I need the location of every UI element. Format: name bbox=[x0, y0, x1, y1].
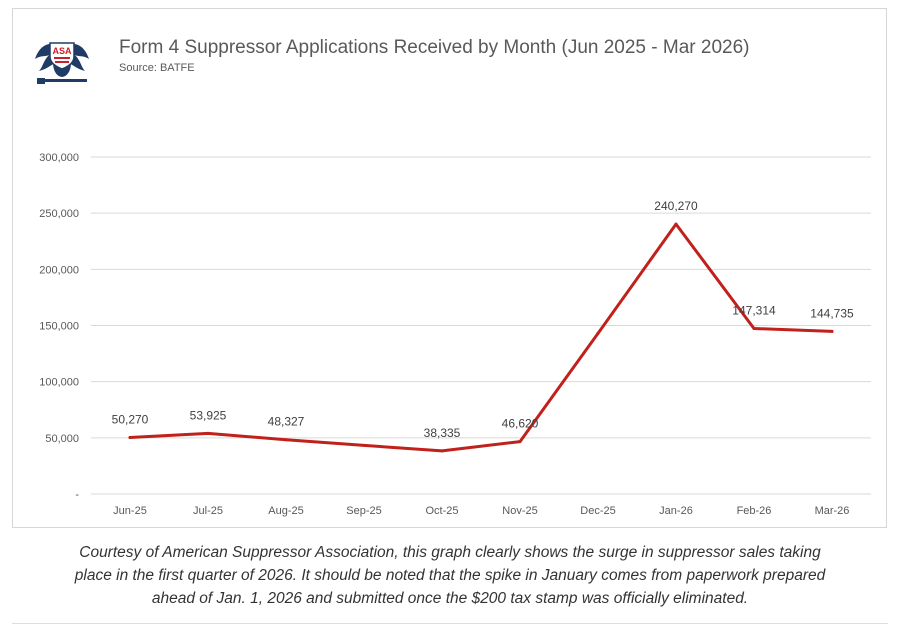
y-tick-label: 100,000 bbox=[39, 377, 79, 389]
data-point bbox=[128, 436, 132, 440]
data-label: 240,270 bbox=[654, 199, 698, 213]
logo-stripe bbox=[54, 57, 70, 59]
chart-title: Form 4 Suppressor Applications Received … bbox=[119, 37, 750, 58]
asa-logo: ASA bbox=[35, 42, 89, 84]
x-tick-label: Sep-25 bbox=[346, 505, 381, 517]
series-line bbox=[128, 222, 834, 453]
x-tick-label: Nov-25 bbox=[502, 505, 537, 517]
data-label: 48,327 bbox=[268, 415, 305, 429]
data-point bbox=[830, 329, 834, 333]
data-point bbox=[518, 440, 522, 444]
data-point bbox=[284, 438, 288, 442]
caption-line: Courtesy of American Suppressor Associat… bbox=[79, 544, 821, 561]
data-label: 144,735 bbox=[810, 306, 854, 320]
y-tick-label: 150,000 bbox=[39, 321, 79, 333]
x-tick-label: Jan-26 bbox=[659, 505, 693, 517]
data-point bbox=[362, 443, 366, 447]
data-point bbox=[440, 449, 444, 453]
y-tick-label: 200,000 bbox=[39, 264, 79, 276]
logo-rifle-stock bbox=[37, 78, 45, 84]
data-label: 147,314 bbox=[732, 304, 776, 318]
caption-line: ahead of Jan. 1, 2026 and submitted once… bbox=[151, 590, 749, 607]
chart-frame: ASA Form 4 Suppressor Applications Recei… bbox=[12, 8, 887, 528]
logo-stripe bbox=[55, 61, 69, 63]
data-label: 50,270 bbox=[112, 413, 149, 427]
x-tick-label: Dec-25 bbox=[580, 505, 615, 517]
y-tick-label: 250,000 bbox=[39, 208, 79, 220]
logo-text: ASA bbox=[52, 46, 72, 56]
chart-subtitle: Source: BATFE bbox=[119, 62, 195, 74]
x-tick-label: Mar-26 bbox=[815, 505, 850, 517]
y-tick-label: 300,000 bbox=[39, 152, 79, 164]
caption-line: place in the first quarter of 2026. It s… bbox=[74, 567, 826, 584]
data-point bbox=[674, 222, 678, 226]
x-tick-label: Feb-26 bbox=[737, 505, 772, 517]
x-tick-label: Oct-25 bbox=[425, 505, 458, 517]
data-label: 46,620 bbox=[502, 417, 539, 431]
data-label: 53,925 bbox=[190, 408, 227, 422]
y-tick-label: - bbox=[75, 489, 79, 501]
data-label: 38,335 bbox=[424, 426, 461, 440]
x-tick-label: Jul-25 bbox=[193, 505, 223, 517]
y-tick-label: 50,000 bbox=[45, 433, 79, 445]
logo-rifle bbox=[37, 79, 87, 82]
x-tick-label: Jun-25 bbox=[113, 505, 147, 517]
data-point bbox=[752, 327, 756, 331]
x-tick-label: Aug-25 bbox=[268, 505, 303, 517]
caption-divider bbox=[12, 623, 888, 624]
figure-caption: Courtesy of American Suppressor Associat… bbox=[0, 541, 900, 610]
line-chart: - 50,000 100,000 150,000 200,000 250,000 300,0… bbox=[39, 152, 871, 517]
data-point bbox=[206, 431, 210, 435]
data-point bbox=[596, 331, 600, 335]
